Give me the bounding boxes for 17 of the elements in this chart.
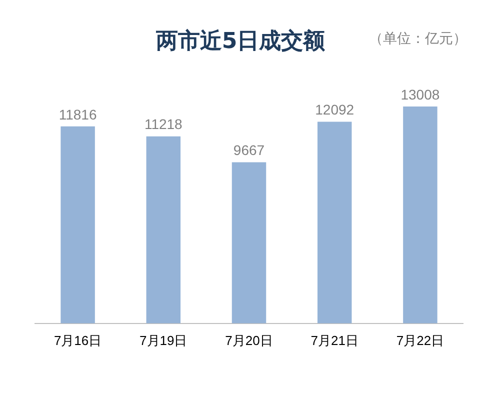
x-tick-label: 7月20日: [225, 332, 273, 348]
bar: [403, 106, 438, 324]
chart-title: 两市近5日成交额: [156, 29, 326, 54]
bar: [146, 136, 181, 324]
x-tick-label: 7月21日: [310, 332, 358, 348]
data-label: 9667: [233, 142, 265, 158]
text: （单位：亿元）: [369, 30, 467, 48]
x-tick-label: 7月16日: [54, 332, 102, 348]
data-label: 11816: [58, 106, 97, 122]
data-label: 13008: [400, 86, 440, 102]
bar: [317, 122, 352, 324]
x-tick-label: 7月19日: [140, 332, 188, 348]
x-tick-label: 7月22日: [396, 332, 444, 348]
bar: [232, 162, 266, 324]
data-label: 12092: [315, 102, 354, 118]
bar: [60, 126, 95, 324]
data-label: 11218: [144, 116, 183, 132]
